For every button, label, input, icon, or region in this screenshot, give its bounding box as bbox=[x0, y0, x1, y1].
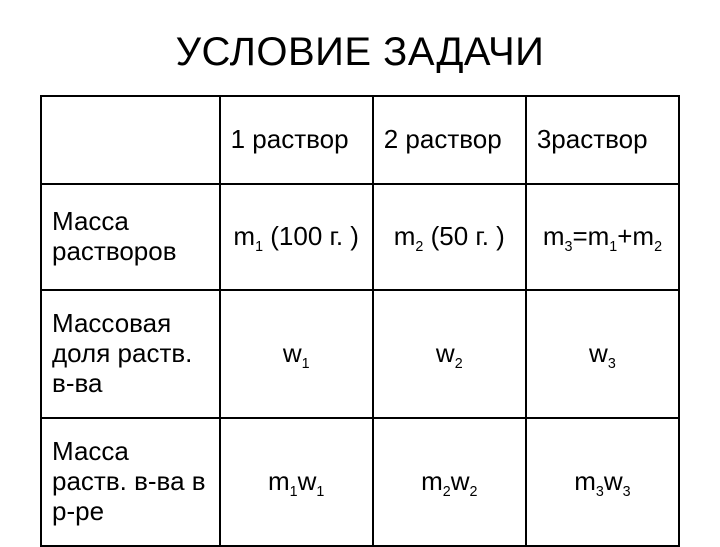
cell-mass-sol-1: m1 (100 г. ) bbox=[220, 184, 373, 290]
header-blank-cell bbox=[41, 96, 220, 184]
table-header-row: 1 раствор 2 раствор 3раствор bbox=[41, 96, 679, 184]
table-row: Масса раств. в-ва в р-ре m1w1 m2w2 m3w3 bbox=[41, 418, 679, 546]
cell-solute-1: m1w1 bbox=[220, 418, 373, 546]
header-col-3: 3раствор bbox=[526, 96, 679, 184]
cell-solute-2: m2w2 bbox=[373, 418, 526, 546]
cell-fraction-2: w2 bbox=[373, 290, 526, 418]
cell-solute-3: m3w3 bbox=[526, 418, 679, 546]
header-col-1: 1 раствор bbox=[220, 96, 373, 184]
cell-mass-sol-2: m2 (50 г. ) bbox=[373, 184, 526, 290]
page: УСЛОВИЕ ЗАДАЧИ 1 раствор 2 раствор 3раст… bbox=[0, 0, 720, 540]
page-title: УСЛОВИЕ ЗАДАЧИ bbox=[40, 30, 680, 75]
row-label-mass-fraction: Массовая доля раств. в-ва bbox=[41, 290, 220, 418]
conditions-table: 1 раствор 2 раствор 3раствор Масса раств… bbox=[40, 95, 680, 547]
cell-fraction-1: w1 bbox=[220, 290, 373, 418]
table-row: Масса растворов m1 (100 г. ) m2 (50 г. )… bbox=[41, 184, 679, 290]
header-col-2: 2 раствор bbox=[373, 96, 526, 184]
row-label-mass-solute: Масса раств. в-ва в р-ре bbox=[41, 418, 220, 546]
cell-fraction-3: w3 bbox=[526, 290, 679, 418]
cell-mass-sol-3: m3=m1+m2 bbox=[526, 184, 679, 290]
row-label-mass-solutions: Масса растворов bbox=[41, 184, 220, 290]
table-row: Массовая доля раств. в-ва w1 w2 w3 bbox=[41, 290, 679, 418]
